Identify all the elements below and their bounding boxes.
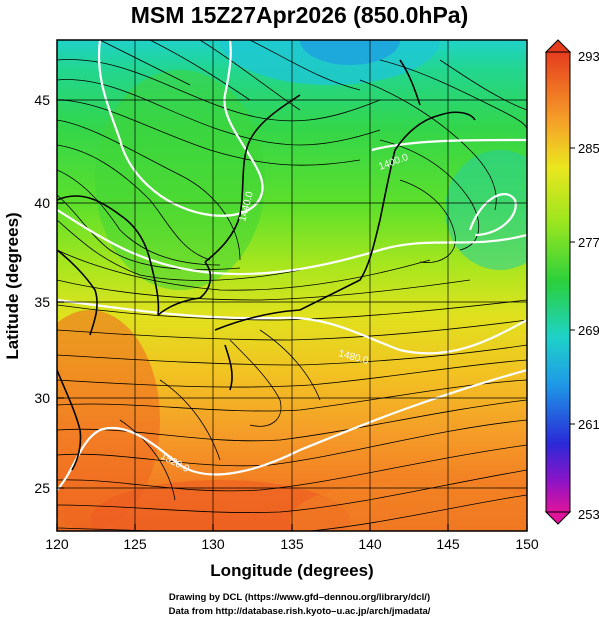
y-tick-label: 35	[34, 294, 50, 310]
x-tick-label: 145	[436, 536, 460, 552]
y-tick-label: 40	[34, 195, 50, 211]
axis-ticks	[56, 99, 528, 531]
colorbar-max-arrow	[544, 39, 572, 53]
x-tick-label: 130	[201, 536, 225, 552]
x-tick-label: 125	[123, 536, 147, 552]
colorbar-label: 269	[578, 323, 599, 338]
colorbar-label: 293	[578, 49, 599, 64]
coastlines	[57, 59, 476, 471]
temperature-field	[57, 40, 527, 531]
height-contours	[57, 40, 527, 491]
x-axis-title: Longitude (degrees)	[210, 561, 373, 580]
x-tick-label: 150	[515, 536, 539, 552]
colorbar-label: 285	[578, 141, 599, 156]
map-gridlines	[57, 40, 527, 531]
colorbar	[544, 39, 575, 525]
x-tick-label: 120	[45, 536, 69, 552]
wind-streamlines	[57, 40, 527, 531]
y-axis-title: Latitude (degrees)	[3, 212, 22, 359]
credit-drawing: Drawing by DCL (https://www.gfd–dennou.o…	[168, 592, 431, 603]
colorbar-label: 277	[578, 235, 599, 250]
colorbar-label: 253	[578, 507, 599, 522]
plot-title: MSM 15Z27Apr2026 (850.0hPa)	[130, 2, 469, 28]
x-tick-label: 140	[358, 536, 382, 552]
colorbar-min-arrow	[544, 511, 572, 525]
y-tick-label: 30	[34, 390, 50, 406]
credit-data-source: Data from http://database.rish.kyoto–u.a…	[168, 606, 431, 617]
y-tick-label: 25	[34, 480, 50, 496]
x-tick-label: 135	[280, 536, 304, 552]
colorbar-label: 261	[578, 417, 599, 432]
y-tick-label: 45	[34, 92, 50, 108]
colorbar-scale	[545, 51, 571, 513]
